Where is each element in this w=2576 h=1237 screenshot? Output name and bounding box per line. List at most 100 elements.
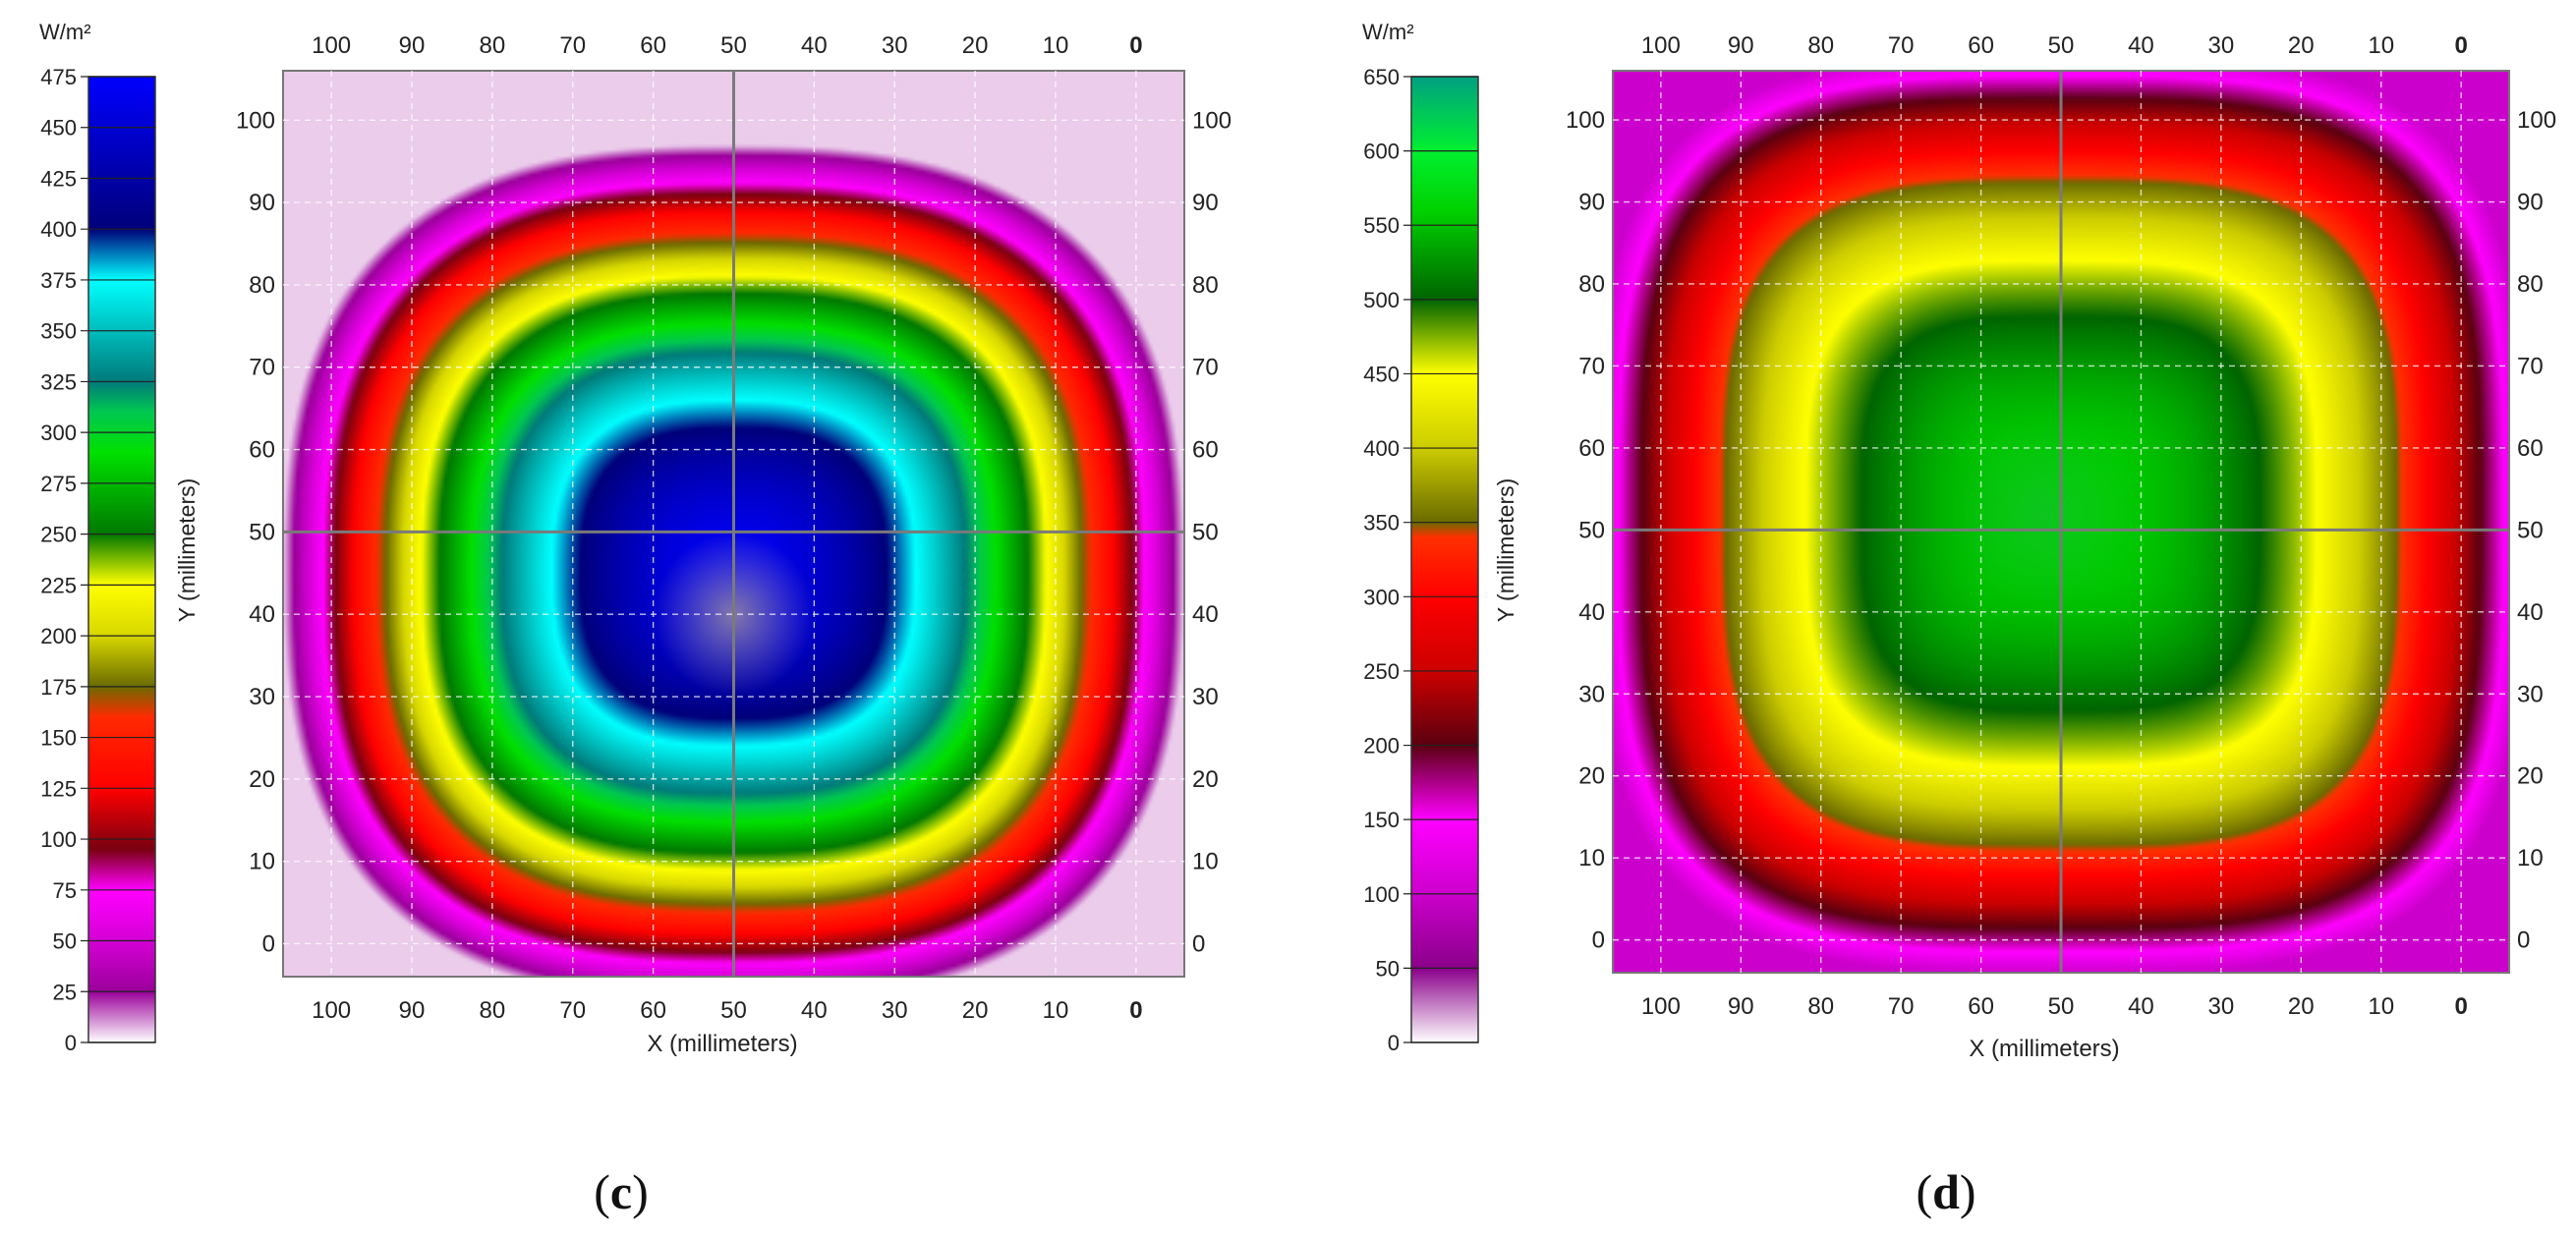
colorbar-tick-label-c: 175: [40, 675, 77, 700]
y-tick-left-d: 40: [1578, 599, 1605, 626]
y-tick-left-c: 20: [249, 766, 275, 793]
x-tick-top-d: 40: [2128, 32, 2154, 59]
x-tick-top-d: 90: [1728, 32, 1754, 59]
y-tick-right-c: 20: [1192, 766, 1219, 793]
x-ticks-top-d: 100 90 80 70 60 50 40 30 20 10 0: [1641, 32, 2468, 59]
x-tick-bottom-d: 20: [2288, 993, 2315, 1020]
x-tick-top-c: 0: [1129, 32, 1142, 59]
panel-d: W/m² 05010015020025030035040045050055060…: [1362, 20, 2556, 1219]
colorbar-tick-label-c: 350: [40, 319, 77, 344]
y-ticks-left-c: 0 10 20 30 40 50 60 70 80 90 100: [236, 107, 275, 957]
panel-caption-c: (c): [594, 1164, 649, 1219]
grid-c: [283, 71, 1184, 977]
y-tick-right-d: 90: [2517, 190, 2544, 216]
y-tick-right-c: 100: [1192, 107, 1231, 134]
y-tick-left-d: 20: [1578, 763, 1605, 790]
y-tick-left-d: 30: [1578, 681, 1605, 707]
y-tick-right-c: 60: [1192, 437, 1219, 464]
colorbar-d: [1410, 76, 1479, 1043]
colorbar-tick-label-d: 350: [1363, 511, 1400, 535]
x-tick-top-c: 40: [801, 32, 828, 59]
x-tick-bottom-c: 30: [882, 997, 908, 1024]
y-tick-right-c: 70: [1192, 355, 1219, 381]
y-tick-left-c: 70: [249, 355, 275, 381]
x-tick-bottom-d: 70: [1888, 993, 1915, 1020]
colorbar-tick-label-d: 200: [1363, 734, 1400, 759]
y-tick-left-c: 40: [249, 601, 275, 628]
y-tick-left-d: 80: [1578, 271, 1605, 298]
y-tick-left-d: 50: [1578, 517, 1605, 543]
colorbar-tick-label-d: 300: [1363, 585, 1400, 609]
colorbar-tick-label-c: 100: [40, 827, 77, 852]
y-tick-left-c: 30: [249, 684, 275, 710]
y-tick-left-c: 60: [249, 437, 275, 464]
x-tick-bottom-c: 0: [1129, 997, 1142, 1024]
y-tick-right-d: 80: [2517, 271, 2544, 298]
y-tick-right-d: 70: [2517, 353, 2544, 379]
x-tick-top-d: 10: [2368, 32, 2394, 59]
colorbar-tick-label-c: 0: [65, 1031, 77, 1055]
x-tick-bottom-d: 40: [2128, 993, 2154, 1020]
y-tick-right-c: 0: [1192, 930, 1205, 957]
x-tick-bottom-c: 90: [399, 997, 426, 1024]
x-tick-top-c: 20: [962, 32, 989, 59]
x-tick-top-d: 50: [2048, 32, 2075, 59]
colorbar-tick-label-d: 100: [1363, 882, 1400, 907]
colorbar-tick-label-d: 650: [1363, 65, 1400, 89]
y-tick-right-d: 100: [2517, 107, 2556, 134]
y-tick-right-c: 80: [1192, 272, 1219, 299]
x-tick-bottom-d: 50: [2048, 993, 2075, 1020]
y-tick-right-c: 30: [1192, 684, 1219, 710]
x-tick-bottom-d: 60: [1968, 993, 1994, 1020]
colorbar-tick-label-d: 400: [1363, 436, 1400, 461]
colorbar-tick-label-c: 425: [40, 166, 77, 191]
x-tick-bottom-c: 10: [1043, 997, 1069, 1024]
y-tick-left-d: 100: [1566, 107, 1605, 134]
x-tick-bottom-c: 20: [962, 997, 989, 1024]
x-tick-bottom-d: 30: [2208, 993, 2235, 1020]
x-tick-bottom-d: 10: [2368, 993, 2394, 1020]
x-ticks-bottom-d: 100 90 80 70 60 50 40 30 20 10 0: [1641, 993, 2468, 1020]
y-axis-label-d: Y (millimeters): [1493, 478, 1518, 623]
x-ticks-top-c: 100 90 80 70 60 50 40 30 20 10 0: [312, 32, 1142, 59]
x-tick-top-d: 70: [1888, 32, 1915, 59]
x-tick-top-c: 70: [559, 32, 586, 59]
x-tick-top-d: 60: [1968, 32, 1994, 59]
y-tick-left-c: 100: [236, 107, 275, 134]
colorbar-ticks-c: 0 25 50 75 100 125 150 175 200 225 250 275 300 325 350…: [40, 65, 155, 1055]
colorbar-tick-label-d: 50: [1376, 956, 1400, 981]
x-tick-bottom-c: 50: [720, 997, 747, 1024]
colorbar-tick-label-c: 225: [40, 573, 77, 597]
colorbar-tick-label-d: 550: [1363, 213, 1400, 238]
y-tick-right-c: 90: [1192, 190, 1219, 216]
y-tick-left-d: 0: [1592, 928, 1605, 954]
colorbar-tick-label-c: 375: [40, 268, 77, 293]
y-tick-left-c: 80: [249, 272, 275, 299]
colorbar-tick-label-c: 50: [53, 929, 77, 954]
colorbar-tick-label-d: 250: [1363, 659, 1400, 684]
x-tick-top-c: 80: [480, 32, 506, 59]
x-tick-bottom-c: 70: [559, 997, 586, 1024]
y-tick-left-c: 50: [249, 519, 275, 545]
grid-d: [1613, 71, 2509, 973]
colorbar-tick-label-c: 150: [40, 726, 77, 751]
colorbar-tick-label-c: 325: [40, 369, 77, 394]
y-tick-left-c: 0: [262, 930, 275, 957]
y-tick-right-d: 50: [2517, 517, 2544, 543]
x-axis-label-c: X (millimeters): [647, 1031, 797, 1057]
colorbar-tick-label-d: 500: [1363, 288, 1400, 312]
x-axis-label-d: X (millimeters): [1969, 1036, 2119, 1062]
colorbar-unit-label-d: W/m²: [1362, 20, 1414, 44]
colorbar-tick-label-c: 275: [40, 472, 77, 496]
colorbar-tick-label-c: 75: [53, 878, 77, 903]
x-tick-bottom-d: 0: [2454, 993, 2467, 1020]
y-tick-right-d: 10: [2517, 845, 2544, 872]
colorbar-tick-label-c: 300: [40, 421, 77, 445]
colorbar-tick-label-d: 450: [1363, 362, 1400, 386]
x-tick-top-c: 60: [640, 32, 666, 59]
x-tick-bottom-d: 80: [1807, 993, 1834, 1020]
x-tick-top-d: 30: [2208, 32, 2235, 59]
panel-caption-d: (d): [1916, 1164, 1975, 1219]
y-tick-left-d: 60: [1578, 435, 1605, 462]
